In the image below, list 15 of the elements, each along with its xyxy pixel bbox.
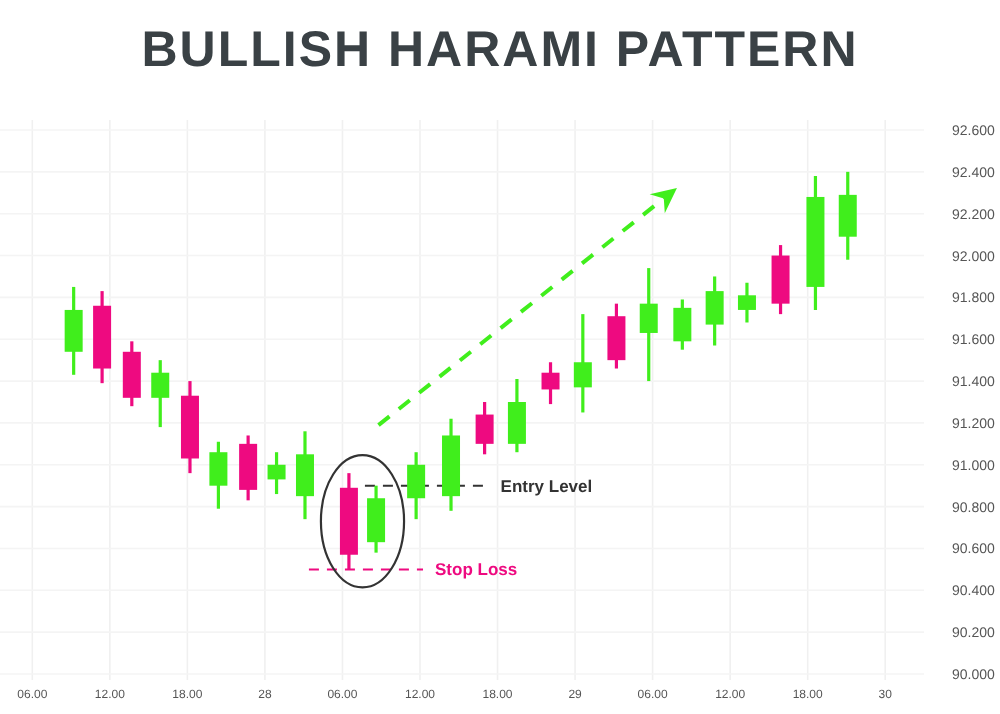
candlestick [573,312,592,415]
ref-line-label: Stop Loss [435,559,518,580]
candlestick [507,377,526,454]
ref-line-label: Entry Level [500,475,593,496]
candlestick [737,281,756,325]
candlestick [607,302,626,371]
candlestick [673,297,692,352]
candlestick [705,274,724,348]
candlestick [407,450,426,521]
candlestick [838,170,857,262]
candlestick [639,266,658,383]
chart-title: BULLISH HARAMI PATTERN [141,22,859,78]
candlestick [541,360,560,406]
candlestick [475,400,494,456]
candlestick [209,440,228,511]
